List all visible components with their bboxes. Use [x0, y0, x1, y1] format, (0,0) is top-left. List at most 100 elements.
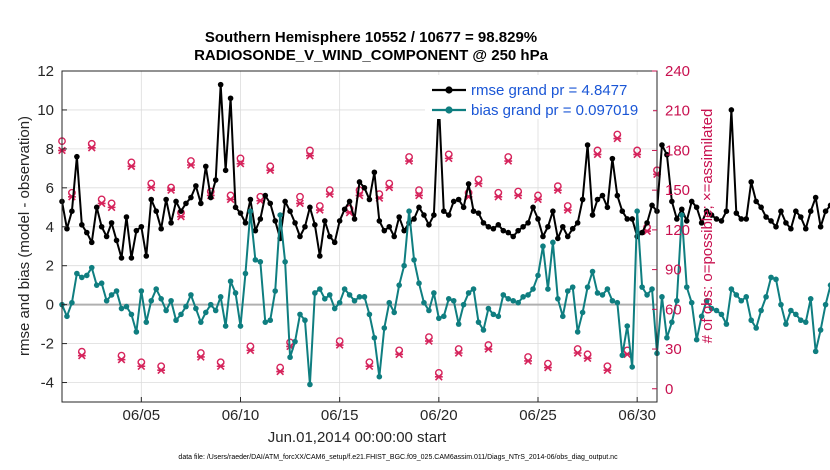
obs-assimilated-point: [107, 203, 116, 212]
x-tick-label: 06/05: [123, 407, 161, 424]
bias-point: [614, 299, 621, 306]
bias-point: [629, 364, 636, 370]
bias-point: [128, 311, 135, 318]
rmse-point: [460, 204, 467, 211]
bias-point: [64, 313, 70, 320]
rmse-point: [376, 218, 383, 224]
rmse-point: [282, 198, 288, 205]
obs-assimilated-point: [196, 353, 205, 361]
obs-assimilated-point: [583, 354, 592, 363]
footnote: data file: /Users/raeder/DAI/ATM_forcXX/…: [178, 454, 618, 461]
rmse-point: [807, 208, 814, 214]
rmse-point: [153, 208, 160, 214]
bias-point: [133, 329, 140, 335]
bias-point: [768, 274, 774, 281]
bias-point: [113, 288, 120, 294]
rmse-point: [421, 212, 427, 218]
legend: rmse grand pr = 4.8477 bias grand pr = 0…: [425, 75, 653, 119]
bias-point: [222, 323, 229, 329]
rmse-point: [455, 196, 462, 203]
y-right-tick-label: 210: [665, 103, 690, 120]
y-tick-label: 2: [46, 258, 54, 275]
bias-point: [460, 301, 467, 308]
rmse-point: [817, 223, 824, 230]
rmse-point: [545, 223, 551, 230]
bias-point: [703, 297, 710, 304]
rmse-point: [555, 235, 561, 242]
bias-point: [356, 294, 363, 300]
rmse-point: [202, 163, 209, 170]
rmse-point: [79, 222, 85, 228]
y-right-tick-label: 0: [665, 381, 673, 398]
bias-point: [495, 313, 502, 320]
rmse-point: [401, 227, 407, 234]
bias-point: [748, 317, 755, 324]
obs-assimilated-point: [306, 151, 314, 160]
bias-point: [381, 325, 388, 331]
bias-point: [227, 278, 234, 285]
bias-point: [440, 313, 447, 320]
obs-possible-point: [306, 146, 314, 155]
bias-point: [123, 303, 130, 310]
bias-point: [450, 297, 457, 304]
bias-point: [827, 282, 830, 288]
bias-point: [411, 257, 417, 263]
x-tick-label: 06/25: [519, 407, 557, 424]
series-group: [59, 81, 830, 388]
rmse-point: [465, 181, 472, 187]
bias-point: [406, 208, 412, 214]
bias-point: [262, 319, 269, 325]
rmse-point: [193, 183, 199, 189]
bias-point: [282, 259, 288, 265]
obs-assimilated-point: [593, 150, 602, 159]
rmse-point: [579, 196, 586, 203]
bias-point: [743, 294, 750, 300]
rmse-point: [113, 237, 120, 244]
bias-point: [733, 292, 740, 298]
rmse-point: [758, 204, 764, 211]
obs-assimilated-point: [454, 349, 463, 357]
rmse-point: [173, 198, 179, 205]
rmse-point: [411, 216, 417, 222]
bias-point: [341, 286, 348, 292]
bias-point: [634, 208, 640, 214]
rmse-point: [614, 192, 621, 199]
bias-point: [579, 309, 586, 316]
bias-point: [783, 321, 789, 327]
x-tick-label: 06/30: [618, 407, 656, 424]
bias-point: [480, 327, 487, 333]
bias-point: [232, 290, 239, 296]
rmse-point: [158, 225, 164, 232]
obs-assimilated-point: [137, 362, 146, 371]
bias-point: [198, 319, 204, 325]
bias-point: [693, 336, 700, 343]
obs-assimilated-point: [87, 143, 96, 152]
rmse-point: [341, 206, 348, 213]
rmse-point: [723, 208, 730, 214]
rmse-point: [287, 208, 293, 214]
bias-point: [416, 280, 422, 287]
obs-assimilated-point: [187, 161, 195, 169]
rmse-point: [88, 239, 95, 246]
rmse-point: [594, 196, 601, 203]
rmse-point: [674, 216, 680, 222]
rmse-point: [262, 192, 269, 199]
bias-point: [158, 296, 164, 302]
rmse-point: [351, 216, 358, 222]
rmse-point: [525, 220, 531, 226]
bias-point: [436, 315, 442, 322]
bias-point: [594, 290, 601, 296]
rmse-point: [396, 214, 402, 220]
rmse-point: [659, 142, 665, 148]
rmse-point: [812, 194, 819, 201]
bias-point: [802, 319, 809, 325]
bias-point: [525, 292, 531, 298]
bias-point: [619, 352, 626, 359]
legend-box: [425, 75, 653, 119]
rmse-point: [629, 216, 636, 222]
rmse-point: [321, 218, 328, 224]
bias-point: [609, 297, 616, 304]
y-tick-label: 12: [37, 63, 54, 80]
obs-assimilated-point: [276, 367, 285, 376]
bias-point: [510, 297, 517, 304]
